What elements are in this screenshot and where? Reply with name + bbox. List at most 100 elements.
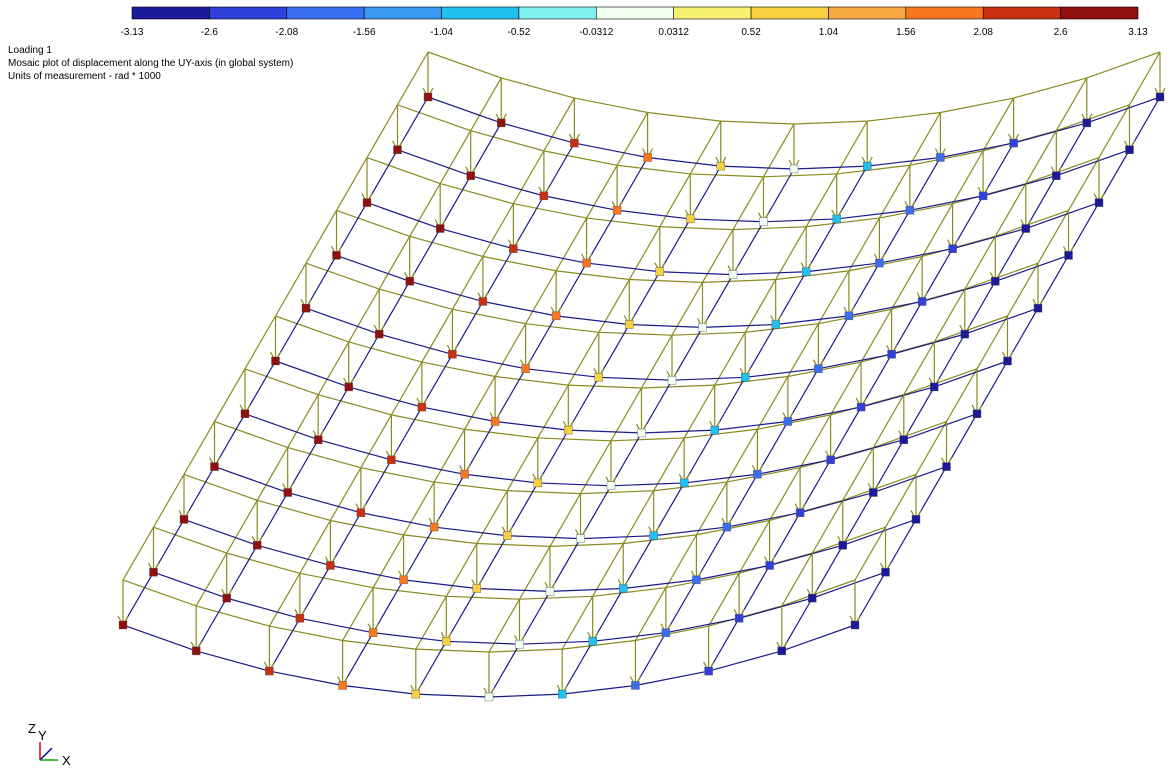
mesh-edge (757, 460, 830, 474)
mesh-edge (123, 625, 196, 651)
legend-swatch (209, 7, 286, 19)
node (436, 225, 444, 233)
frame-beam (330, 520, 403, 534)
frame-beam (483, 204, 514, 257)
frame-beam (831, 362, 862, 415)
mesh-edge (196, 651, 269, 671)
frame-beam (733, 227, 806, 230)
node (430, 523, 438, 531)
mesh-edge (477, 589, 550, 592)
frame-beam (434, 482, 507, 491)
mesh-edge (800, 493, 873, 513)
mesh-edge (507, 536, 580, 539)
frame-beam (818, 271, 849, 324)
frame-beam (495, 324, 525, 377)
frame-beam (465, 429, 538, 438)
frame-beam (410, 184, 441, 237)
node (882, 568, 890, 576)
node (509, 245, 517, 253)
node (552, 312, 560, 320)
frame-beam (349, 342, 422, 362)
legend-swatch (519, 7, 596, 19)
node (534, 479, 542, 487)
viewport: -3.13-2.6-2.08-1.56-1.04-0.52-0.03120.03… (0, 0, 1173, 776)
frame-beam (465, 376, 496, 429)
frame-beam (416, 649, 489, 652)
mesh-edge (879, 249, 952, 263)
mesh-edge (934, 361, 1007, 387)
node (375, 330, 383, 338)
frame-beam (300, 573, 373, 587)
frame-beam (306, 210, 337, 263)
legend-label: -2.08 (275, 27, 298, 38)
node (1083, 119, 1091, 127)
legend-swatch (287, 7, 364, 19)
node (333, 251, 341, 259)
node (400, 576, 408, 584)
frame-beam (367, 105, 398, 158)
node (851, 621, 859, 629)
node (339, 681, 347, 689)
legend-swatch (442, 7, 519, 19)
node (753, 470, 761, 478)
node (345, 383, 353, 391)
frame-beam (727, 468, 800, 482)
frame-beam (788, 324, 819, 377)
frame-beam (196, 606, 269, 626)
node (387, 456, 395, 464)
frame-beam (483, 256, 556, 270)
frame-beam (398, 52, 429, 105)
frame-beam (404, 535, 477, 544)
mesh-edge (709, 651, 782, 671)
mesh-edge (1026, 203, 1099, 229)
mesh-edge (703, 325, 776, 328)
mesh-edge (556, 316, 629, 325)
legend-label: 2.6 (1054, 27, 1068, 38)
node (619, 585, 627, 593)
loading-label: Loading 1 (8, 45, 52, 56)
node (223, 594, 231, 602)
node (180, 515, 188, 523)
frame-beam (513, 151, 544, 204)
node (991, 277, 999, 285)
mesh-edge (452, 354, 525, 368)
frame-beam (587, 218, 660, 227)
frame-beam (587, 165, 618, 218)
node (473, 585, 481, 593)
node (900, 436, 908, 444)
frame-beam (800, 415, 831, 468)
node (875, 259, 883, 267)
node (918, 297, 926, 305)
frame-beam (1056, 105, 1129, 131)
node (1095, 199, 1103, 207)
legend-swatch (674, 7, 751, 19)
frame-beam (379, 289, 452, 309)
mesh-edge (690, 219, 763, 222)
frame-beam (257, 500, 330, 520)
node (589, 637, 597, 645)
mesh-edge (343, 685, 416, 694)
legend-label: -2.6 (201, 27, 219, 38)
frame-beam (361, 415, 392, 468)
node (516, 640, 524, 648)
node (973, 410, 981, 418)
node (302, 304, 310, 312)
mesh-edge (764, 219, 837, 222)
x-label: X (62, 753, 71, 768)
mesh-edge (391, 460, 464, 474)
node (522, 365, 530, 373)
mesh-edge (611, 483, 684, 486)
node (1065, 251, 1073, 259)
frame-beam (599, 332, 672, 335)
mesh-edge (416, 694, 489, 697)
frame-beam (642, 385, 715, 388)
mesh-edge (318, 440, 391, 460)
mesh-edge (501, 123, 574, 143)
mesh-edge (581, 536, 654, 539)
mesh-edge (440, 229, 513, 249)
frame-beam (922, 204, 953, 257)
node (631, 681, 639, 689)
mesh-edge (642, 430, 715, 433)
frame-beam (373, 588, 446, 597)
